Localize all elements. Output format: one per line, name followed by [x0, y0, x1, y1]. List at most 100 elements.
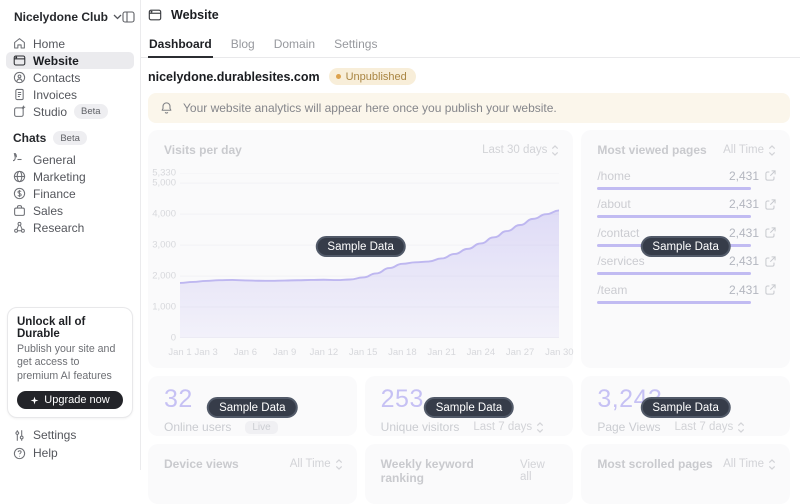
card-title: Visits per day	[164, 143, 242, 157]
chevron-down-icon	[113, 14, 122, 20]
invoice-icon	[13, 88, 26, 101]
sidebar-item-settings[interactable]: Settings	[6, 426, 134, 444]
range-label: Last 7 days	[674, 421, 733, 433]
site-domain-row: nicelydone.durablesites.com Unpublished	[148, 68, 790, 85]
upgrade-title: Unlock all of Durable	[17, 316, 123, 340]
range-selector[interactable]: All Time	[723, 458, 776, 470]
site-domain: nicelydone.durablesites.com	[148, 70, 320, 84]
x-axis-tick-label: Jan 12	[310, 347, 339, 358]
upgrade-now-button[interactable]: Upgrade now	[17, 391, 123, 409]
y-axis-tick-label: 4,000	[152, 209, 176, 220]
sidebar-item-sales[interactable]: Sales	[6, 202, 134, 219]
sidebar-item-help[interactable]: Help	[6, 444, 134, 462]
card-title: Weekly keyword ranking	[381, 457, 520, 485]
chats-section-header: Chats Beta	[13, 131, 127, 145]
sidebar-item-marketing[interactable]: Marketing	[6, 168, 134, 185]
sidebar-item-label: Invoices	[33, 88, 77, 102]
sort-icon	[536, 422, 544, 433]
x-axis-tick-label: Jan 30	[545, 347, 574, 358]
sidebar-item-contacts[interactable]: Contacts	[6, 69, 134, 86]
beta-badge: Beta	[53, 131, 87, 145]
page-views-card: 3,243 Page Views Last 7 days Sample Data	[581, 376, 790, 436]
range-selector[interactable]: All Time	[290, 458, 343, 470]
sliders-icon	[13, 429, 26, 442]
page-views-bar	[597, 272, 751, 275]
range-selector[interactable]: Last 7 days	[473, 421, 544, 433]
sidebar-item-label: Sales	[33, 204, 63, 218]
page-views-value: 2,431	[729, 254, 759, 268]
banner-message: Your website analytics will appear here …	[183, 101, 557, 115]
sidebar-item-invoices[interactable]: Invoices	[6, 86, 134, 103]
dollar-circle-icon	[13, 187, 26, 200]
sidebar-item-label: Marketing	[33, 170, 86, 184]
range-label: Last 30 days	[482, 144, 547, 156]
bell-icon	[160, 101, 173, 115]
view-all-link[interactable]: View all	[520, 459, 559, 483]
x-axis-tick-label: Jan 6	[234, 347, 257, 358]
external-link-icon[interactable]	[765, 284, 776, 295]
sample-data-badge: Sample Data	[424, 397, 514, 418]
y-axis-tick-label: 2,000	[152, 271, 176, 282]
sidebar-item-website[interactable]: Website	[6, 52, 134, 69]
beta-badge: Beta	[74, 104, 108, 118]
page-row: /team 2,431	[597, 282, 776, 304]
x-axis-tick-label: Jan 18	[388, 347, 417, 358]
analytics-bottom-row: Device views All Time Weekly keyword ran…	[148, 444, 790, 504]
sidebar-item-label: Home	[33, 37, 65, 51]
help-icon	[13, 447, 26, 460]
sort-icon	[768, 459, 776, 470]
range-label: All Time	[723, 458, 764, 470]
page-row: /home 2,431	[597, 168, 776, 190]
studio-icon	[13, 105, 26, 118]
sidebar-item-label: Studio	[33, 105, 67, 119]
sample-data-badge: Sample Data	[640, 236, 730, 257]
external-link-icon[interactable]	[765, 227, 776, 238]
external-link-icon[interactable]	[765, 199, 776, 210]
sidebar-footer: Settings Help	[0, 424, 140, 470]
card-title: Most viewed pages	[597, 143, 706, 157]
workspace-switcher[interactable]: Nicelydone Club	[14, 10, 122, 24]
page-title: Website	[171, 8, 219, 22]
range-selector[interactable]: All Time	[723, 144, 776, 156]
status-dot	[336, 74, 341, 79]
chats-section-title: Chats	[13, 131, 46, 145]
range-selector[interactable]: Last 30 days	[482, 144, 559, 156]
tab-dashboard[interactable]: Dashboard	[148, 30, 213, 57]
status-badge: Unpublished	[329, 68, 416, 85]
x-axis-tick-label: Jan 21	[427, 347, 456, 358]
sample-data-badge: Sample Data	[640, 397, 730, 418]
page-path: /team	[597, 283, 729, 297]
x-axis-tick-label: Jan 15	[349, 347, 378, 358]
stat-label: Online users	[164, 420, 231, 434]
weekly-keyword-ranking-card: Weekly keyword ranking View all	[365, 444, 574, 504]
tab-domain[interactable]: Domain	[273, 30, 316, 57]
tab-bar: Dashboard Blog Domain Settings	[141, 30, 800, 58]
range-selector[interactable]: Last 7 days	[674, 421, 745, 433]
tab-blog[interactable]: Blog	[230, 30, 256, 57]
sidebar-item-finance[interactable]: Finance	[6, 185, 134, 202]
sidebar-item-label: Help	[33, 446, 58, 460]
external-link-icon[interactable]	[765, 170, 776, 181]
sidebar-item-general[interactable]: General	[6, 151, 134, 168]
range-label: All Time	[723, 144, 764, 156]
tab-settings[interactable]: Settings	[333, 30, 378, 57]
x-axis-tick-label: Jan 9	[273, 347, 296, 358]
page-views-bar	[597, 187, 751, 190]
sidebar-item-research[interactable]: Research	[6, 219, 134, 236]
page-views-value: 2,431	[729, 197, 759, 211]
analytics-stats-row: 32 Online users Live Sample Data 253 Uni…	[148, 376, 790, 436]
x-axis-tick-label: Jan 24	[467, 347, 496, 358]
sidebar-item-studio[interactable]: Studio Beta	[6, 103, 134, 120]
y-axis-tick-label: 3,000	[152, 240, 176, 251]
upgrade-button-label: Upgrade now	[44, 394, 109, 406]
x-axis-tick-label: Jan 3	[195, 347, 218, 358]
device-views-card: Device views All Time	[148, 444, 357, 504]
upgrade-card: Unlock all of Durable Publish your site …	[7, 307, 133, 418]
sample-data-badge: Sample Data	[315, 236, 405, 257]
external-link-icon[interactable]	[765, 256, 776, 267]
collapse-sidebar-icon[interactable]	[122, 11, 135, 23]
sidebar-item-home[interactable]: Home	[6, 35, 134, 52]
card-title: Device views	[164, 457, 239, 471]
